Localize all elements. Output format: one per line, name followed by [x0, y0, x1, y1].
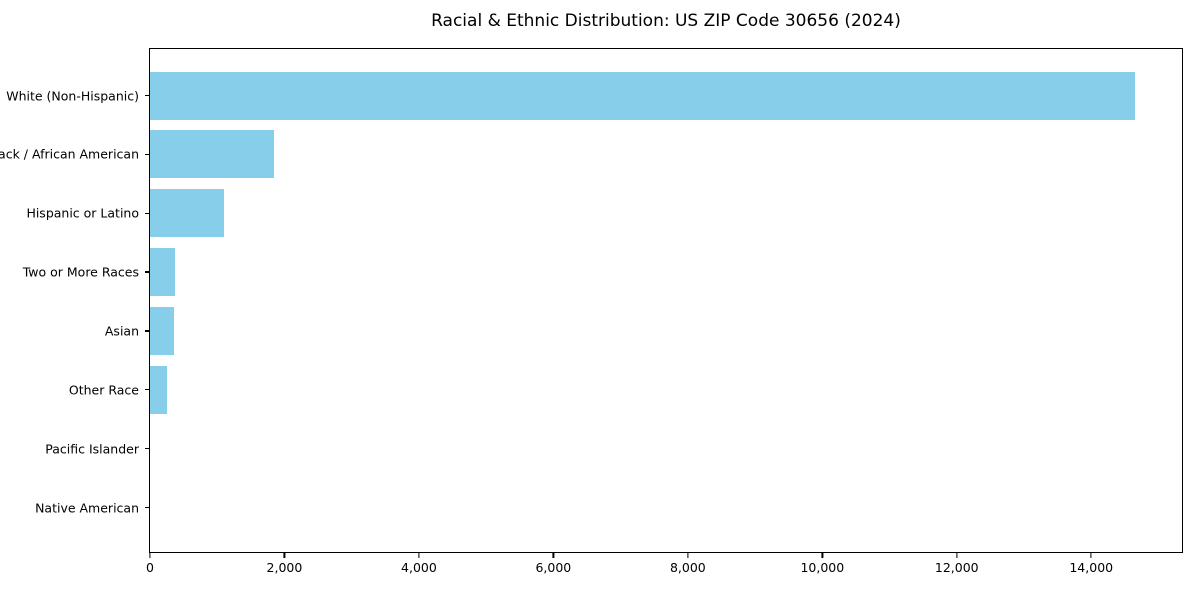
bar-white-non-hispanic: [150, 71, 1135, 120]
y-tick-mark: [145, 271, 150, 273]
x-tick-label-0: 0: [146, 560, 154, 575]
x-tick-mark: [283, 553, 286, 559]
y-tick-label-hispanic-or-latino: Hispanic or Latino: [26, 205, 139, 221]
y-tick-mark: [145, 94, 150, 97]
y-tick-label-pacific-islander: Pacific Islander: [45, 441, 139, 457]
bar-two-or-more-races: [150, 248, 175, 297]
bar-other-race: [150, 365, 168, 414]
bar-hispanic-or-latino: [150, 189, 224, 238]
y-tick-label-white-non-hispanic: White (Non-Hispanic): [6, 88, 139, 103]
x-tick-mark: [1090, 553, 1092, 559]
y-tick-mark: [145, 448, 150, 450]
chart-title: Racial & Ethnic Distribution: US ZIP Cod…: [431, 11, 901, 31]
y-tick-label-native-american: Native American: [35, 500, 139, 515]
x-tick-mark: [149, 553, 151, 559]
x-tick-label-2000: 2,000: [266, 560, 303, 575]
x-tick-mark: [687, 553, 689, 559]
y-tick-label-black-african-american: Black / African American: [0, 146, 139, 162]
y-tick-label-other-race: Other Race: [68, 382, 139, 398]
plot-area: White (Non-Hispanic) Black / African Amer…: [0, 48, 1183, 575]
x-tick-mark: [418, 553, 420, 559]
x-tick-mark: [552, 553, 554, 559]
y-tick-mark: [145, 330, 150, 332]
bar-asian: [150, 306, 175, 355]
y-tick-mark: [145, 153, 150, 155]
y-tick-mark: [145, 389, 150, 391]
x-tick-label-8000: 8,000: [669, 560, 706, 575]
x-tick-label-10000: 10,000: [800, 560, 845, 575]
bar-black-african-american: [150, 130, 275, 179]
x-tick-label-4000: 4,000: [401, 560, 437, 575]
x-tick-label-12000: 12,000: [934, 560, 979, 575]
y-tick-label-two-or-more-races: Two or More Races: [22, 264, 139, 280]
x-tick-mark: [821, 553, 823, 559]
x-tick-mark: [956, 553, 958, 559]
y-tick-mark: [145, 212, 150, 214]
y-tick-label-asian: Asian: [104, 323, 139, 339]
x-tick-label-14000: 14,000: [1069, 560, 1114, 575]
y-tick-mark: [145, 506, 150, 509]
x-tick-label-6000: 6,000: [535, 560, 572, 575]
